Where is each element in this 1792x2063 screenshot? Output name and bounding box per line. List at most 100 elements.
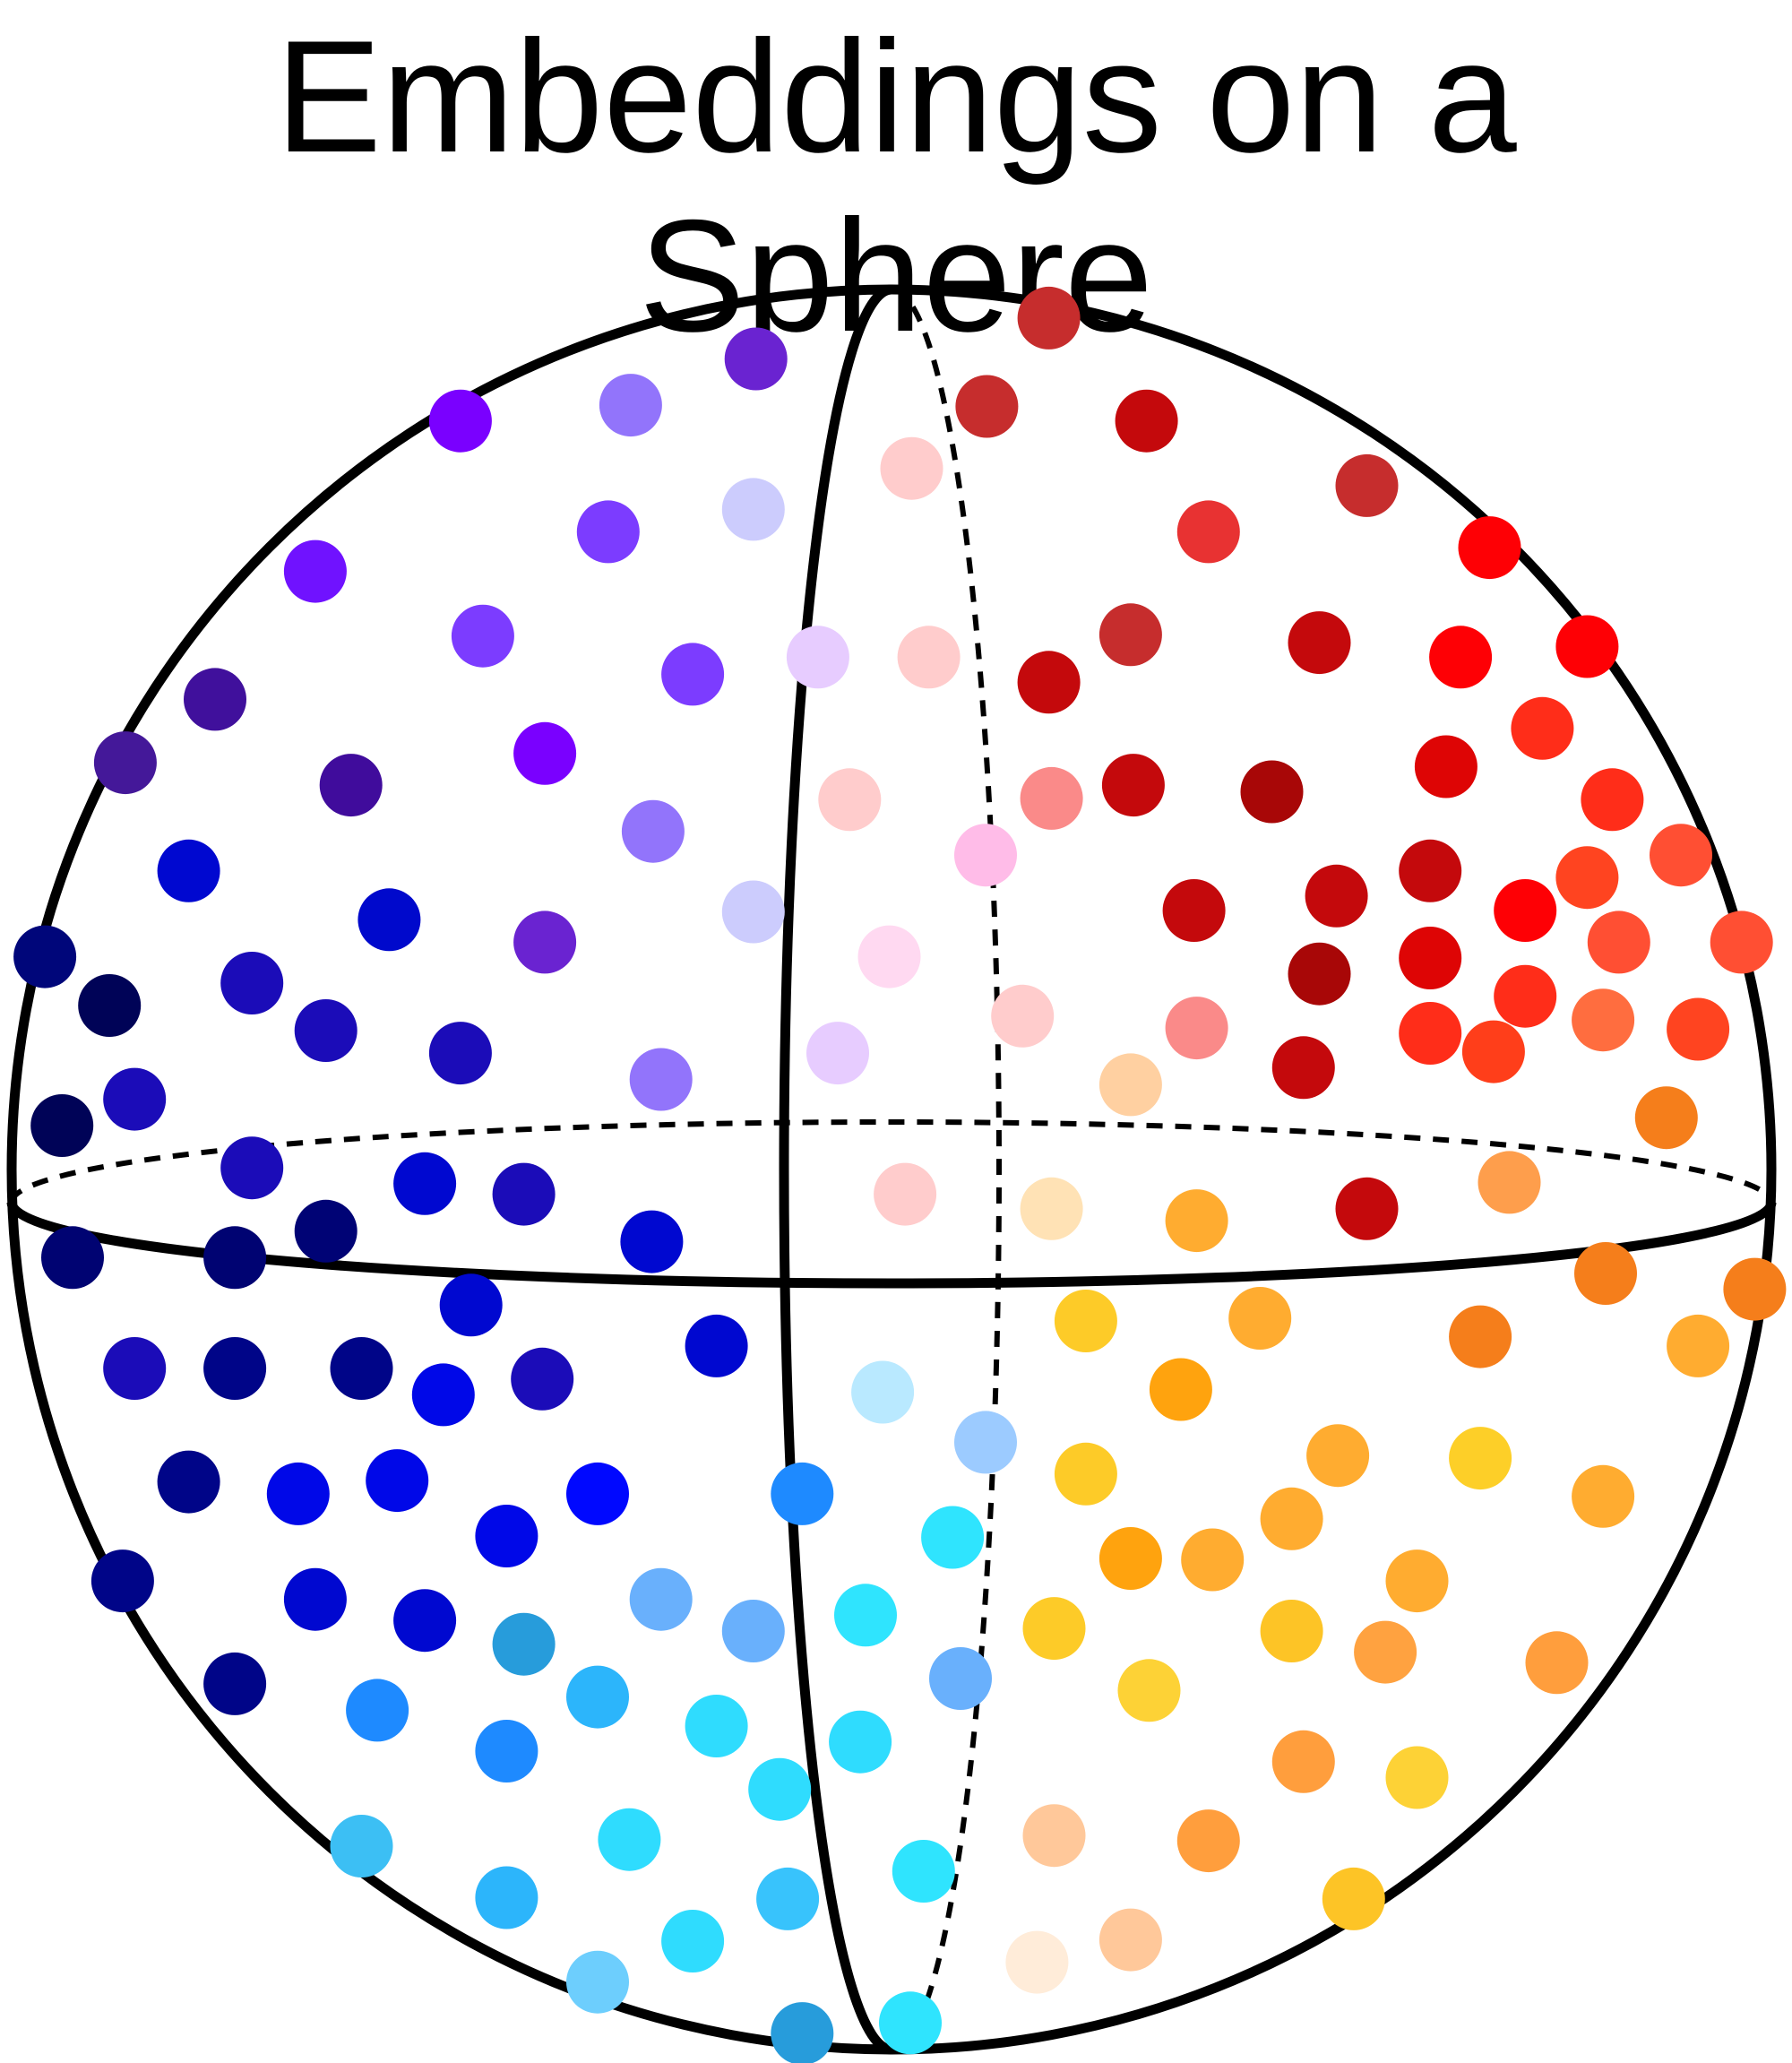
embedding-point (103, 1067, 167, 1131)
embedding-point (1181, 1528, 1245, 1592)
embedding-point (629, 1567, 693, 1631)
embedding-point (1461, 1020, 1525, 1083)
embedding-point (879, 1991, 942, 2055)
embedding-point (721, 478, 785, 541)
embedding-point (1322, 1867, 1385, 1930)
embedding-point (721, 880, 785, 944)
embedding-point (203, 1337, 267, 1400)
embedding-point (786, 626, 849, 689)
embedding-point (685, 1314, 748, 1377)
embedding-point (1149, 1358, 1212, 1421)
embedding-point (771, 2002, 834, 2063)
embedding-point (880, 436, 943, 500)
embedding-point (157, 1450, 220, 1514)
embedding-point (411, 1363, 475, 1427)
embedding-point (1098, 1527, 1162, 1590)
embedding-point (748, 1757, 812, 1821)
embedding-point (1634, 1086, 1698, 1150)
embedding-point (1555, 615, 1619, 678)
embedding-point (1017, 286, 1081, 350)
embedding-point (492, 1612, 556, 1676)
embedding-point (1555, 846, 1619, 910)
embedding-point (1271, 1730, 1335, 1793)
embedding-point (620, 1210, 684, 1273)
embedding-point (954, 824, 1017, 887)
embedding-point (1710, 911, 1773, 974)
embedding-point (1572, 1464, 1635, 1528)
embedding-point (756, 1867, 820, 1930)
embedding-point (330, 1337, 393, 1400)
embedding-point (829, 1710, 892, 1774)
embedding-point (929, 1647, 992, 1710)
embedding-point (1260, 1487, 1323, 1550)
embedding-point (954, 1411, 1017, 1474)
embedding-point (806, 1022, 869, 1085)
embedding-point (721, 1600, 785, 1662)
embedding-point (1054, 1442, 1117, 1506)
embedding-point (1228, 1287, 1292, 1350)
embedding-point (439, 1273, 503, 1337)
embedding-point (1288, 942, 1351, 1006)
embedding-point (475, 1505, 538, 1567)
embedding-point (90, 1549, 154, 1613)
embedding-point (1176, 1809, 1240, 1873)
embedding-point (1572, 988, 1635, 1052)
embedding-point (566, 1462, 629, 1525)
embedding-point (892, 1840, 955, 1903)
embedding-point (1354, 1620, 1417, 1684)
embedding-point (1165, 997, 1228, 1060)
embedding-point (1667, 1314, 1730, 1377)
embedding-point (492, 1162, 556, 1226)
embedding-point (1305, 864, 1368, 928)
embedding-point (1581, 768, 1644, 832)
embedding-point (991, 984, 1055, 1048)
embedding-point (566, 1665, 629, 1729)
embedding-point (1335, 453, 1399, 517)
embedding-point (451, 604, 514, 668)
embedding-point (1098, 1053, 1162, 1117)
embedding-point (157, 839, 220, 902)
embedding-point (1449, 1305, 1512, 1368)
embedding-point (294, 999, 358, 1062)
embedding-point (1399, 839, 1462, 902)
embedding-point (1271, 1036, 1335, 1100)
embedding-point (1240, 760, 1304, 824)
embedding-point (1260, 1600, 1323, 1662)
embedding-point (1399, 1002, 1462, 1065)
embedding-point (1117, 1659, 1181, 1722)
embedding-point (1399, 927, 1462, 989)
embedding-point (834, 1584, 897, 1647)
embedding-point (513, 911, 577, 974)
embedding-point (1020, 766, 1083, 830)
embedding-point (1101, 754, 1165, 817)
embedding-point (1165, 1189, 1228, 1253)
embedding-point (1723, 1257, 1787, 1321)
embedding-point (103, 1337, 167, 1400)
embedding-point (1022, 1804, 1086, 1868)
equator-front (6, 1202, 1777, 1289)
sphere-outline (6, 284, 1777, 2055)
embedding-point (78, 974, 142, 1037)
embedding-point (475, 1866, 538, 1929)
embedding-point (1574, 1242, 1637, 1305)
embedding-point (203, 1652, 267, 1715)
embedding-point (576, 500, 640, 564)
embedding-point (30, 1094, 94, 1157)
embedding-point (1098, 1908, 1162, 1972)
embedding-point (393, 1589, 457, 1653)
embedding-point (1385, 1746, 1449, 1809)
embedding-point (346, 1679, 409, 1742)
embedding-point (1511, 696, 1574, 760)
embedding-point (294, 1199, 358, 1263)
embedding-point (184, 668, 246, 731)
embedding-point (1494, 964, 1557, 1028)
embedding-point (13, 925, 77, 988)
embedding-point (1478, 1151, 1541, 1214)
embedding-point (629, 1048, 693, 1111)
embedding-point (1098, 603, 1162, 667)
embedding-point (1020, 1177, 1083, 1240)
embedding-point (661, 643, 725, 706)
embedding-point (621, 799, 685, 863)
embedding-point (1667, 997, 1730, 1061)
